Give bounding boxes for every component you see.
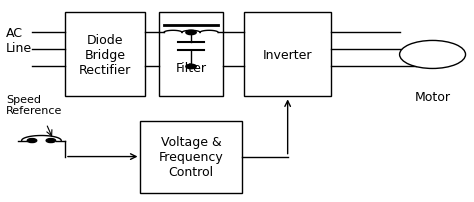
Text: AC
Line: AC Line: [6, 27, 32, 55]
Text: Voltage &
Frequency
Control: Voltage & Frequency Control: [159, 135, 223, 178]
Bar: [244, 13, 331, 97]
Text: Speed
Reference: Speed Reference: [6, 94, 63, 116]
Text: Filter: Filter: [175, 61, 207, 74]
Text: Motor: Motor: [415, 91, 451, 104]
Circle shape: [400, 41, 465, 69]
Bar: [140, 121, 242, 193]
Text: Inverter: Inverter: [263, 49, 312, 62]
Text: Diode
Bridge
Rectifier: Diode Bridge Rectifier: [79, 34, 131, 77]
Circle shape: [186, 65, 196, 69]
Circle shape: [27, 139, 36, 143]
Circle shape: [46, 139, 55, 143]
Bar: [65, 13, 145, 97]
Bar: [159, 13, 223, 97]
Circle shape: [186, 31, 196, 36]
